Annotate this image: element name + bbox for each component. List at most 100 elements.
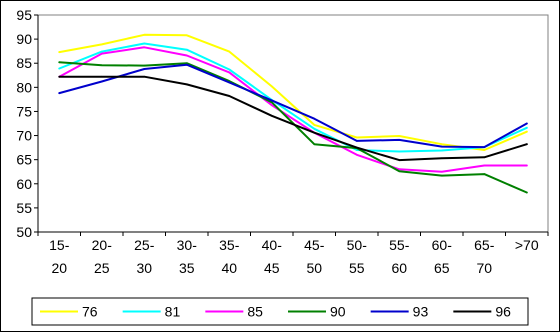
- x-tick-label: 20-25: [92, 237, 113, 276]
- x-tick-label-line: 30: [136, 260, 152, 276]
- data-point: [228, 71, 231, 74]
- data-point: [101, 64, 103, 66]
- x-tick-label-line: 15-: [49, 237, 70, 253]
- data-point: [186, 63, 188, 66]
- x-axis: 15-2020-2525-3030-3535-4040-4545-5050-55…: [37, 232, 549, 276]
- legend-label: 81: [165, 304, 181, 320]
- data-point: [58, 92, 61, 94]
- data-point: [526, 143, 528, 145]
- data-point: [483, 164, 486, 167]
- legend-label: 96: [495, 304, 511, 320]
- data-point: [526, 122, 528, 125]
- legend-box: [31, 297, 529, 326]
- data-point: [483, 173, 486, 175]
- x-tick-label-line: 35-: [219, 237, 240, 253]
- data-point: [313, 143, 316, 145]
- x-tick-label-line: 35: [179, 260, 195, 276]
- x-tick-label-line: 60: [391, 260, 407, 276]
- data-point: [186, 34, 188, 37]
- legend-label: 85: [247, 304, 263, 320]
- y-axis: 50 55 60 65 70 75 80 85 90 95: [16, 7, 38, 240]
- x-tick-label-line: 25-: [134, 237, 155, 253]
- y-tick-label: 60: [16, 176, 32, 192]
- x-tick-label-line: 65: [434, 260, 450, 276]
- data-point: [441, 145, 443, 148]
- y-tick-label: 75: [16, 103, 32, 119]
- x-tick-label: 60-65: [432, 237, 453, 276]
- data-point: [271, 85, 273, 88]
- x-tick-label-line: 65-: [474, 237, 495, 253]
- data-point: [58, 61, 61, 64]
- x-tick-label: 30-35: [177, 237, 198, 276]
- x-tick-label: 65-70: [474, 237, 495, 276]
- series-line-96: [58, 75, 528, 162]
- data-point: [228, 95, 231, 97]
- x-tick-label: 35-40: [219, 237, 240, 276]
- x-tick-label-line: 60-: [432, 237, 453, 253]
- x-tick-label: >70: [515, 237, 539, 253]
- data-point: [441, 143, 443, 145]
- data-point: [483, 156, 486, 159]
- x-tick-label-line: 40: [221, 260, 237, 276]
- data-point: [101, 43, 103, 46]
- data-point: [101, 80, 103, 83]
- y-tick-label: 90: [16, 31, 32, 47]
- data-point: [143, 42, 146, 45]
- series-lines: [58, 33, 528, 194]
- data-point: [398, 170, 401, 172]
- data-point: [186, 83, 188, 86]
- x-tick-label-line: 20: [51, 260, 67, 276]
- data-point: [186, 54, 188, 57]
- data-point: [271, 104, 273, 106]
- series-line-76: [58, 33, 528, 151]
- x-tick-label-line: 45-: [304, 237, 325, 253]
- data-point: [101, 75, 103, 78]
- data-point: [101, 50, 103, 53]
- data-point: [398, 150, 401, 153]
- data-point: [228, 50, 231, 53]
- data-point: [483, 149, 486, 151]
- data-point: [271, 99, 273, 102]
- x-tick-label-line: 55-: [389, 237, 410, 253]
- y-tick-label: 65: [16, 152, 32, 168]
- y-tick-label: 55: [16, 200, 32, 216]
- data-point: [101, 52, 103, 55]
- data-point: [143, 75, 146, 78]
- data-point: [398, 135, 401, 137]
- data-point: [441, 149, 443, 152]
- data-point: [143, 34, 146, 36]
- data-point: [398, 159, 401, 161]
- x-tick-label-line: 30-: [177, 237, 198, 253]
- data-point: [186, 62, 188, 64]
- data-point: [58, 75, 61, 78]
- data-point: [58, 67, 61, 70]
- data-point: [526, 127, 528, 129]
- data-point: [483, 146, 486, 148]
- y-tick-label: 70: [16, 128, 32, 144]
- y-tick-label: 85: [16, 55, 32, 71]
- data-point: [313, 131, 316, 134]
- data-point: [526, 130, 528, 133]
- data-point: [441, 174, 443, 177]
- data-point: [313, 124, 316, 126]
- x-tick-label-line: 50: [306, 260, 322, 276]
- data-point: [356, 136, 358, 139]
- x-tick-label-line: 55: [349, 260, 365, 276]
- data-point: [313, 128, 316, 130]
- legend-label: 90: [330, 304, 346, 320]
- data-point: [143, 46, 146, 49]
- y-tick-label: 95: [16, 7, 32, 23]
- data-point: [441, 157, 443, 159]
- legend: 76 81 85 90 93 96: [31, 297, 529, 326]
- x-tick-label-line: 40-: [262, 237, 283, 253]
- y-tick-label: 50: [16, 224, 32, 240]
- x-tick-label: 15-20: [49, 237, 70, 276]
- x-tick-label-line: 45: [264, 260, 280, 276]
- series-line-81: [58, 42, 528, 153]
- x-tick-label-line: 20-: [92, 237, 113, 253]
- data-point: [356, 140, 358, 142]
- data-point: [398, 168, 401, 171]
- y-tick-label: 80: [16, 79, 32, 95]
